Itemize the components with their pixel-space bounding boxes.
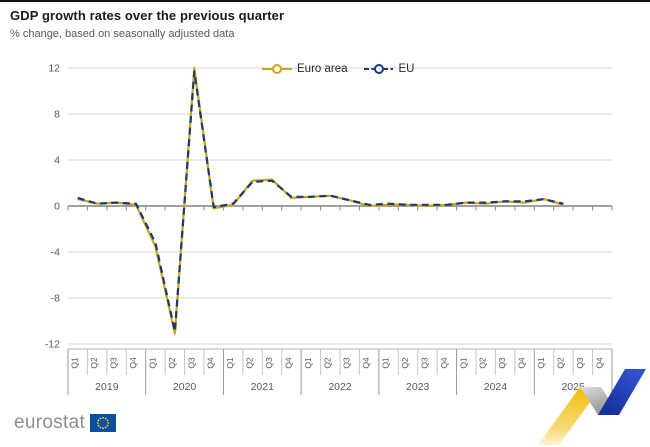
legend-item-eu[interactable]: EU bbox=[363, 63, 415, 75]
quarter-tick-label: Q4 bbox=[594, 357, 604, 369]
y-tick-label: -8 bbox=[51, 293, 60, 305]
quarter-labels: Q1 Q2 Q3 Q4 Q1 Q2 Q3 Q4 Q1 Q2 Q3 Q4 Q1 Q2 Q3 Q4 Q1 Q2 Q3 Q4… bbox=[70, 357, 605, 369]
quarter-tick-label: Q4 bbox=[283, 357, 293, 369]
y-axis-labels: 12 8 4 0 -4 -8 -12 bbox=[45, 63, 60, 351]
eu-marker-icon bbox=[363, 64, 393, 74]
series-line-euro-area bbox=[77, 66, 564, 335]
legend-label-eu: EU bbox=[398, 63, 415, 75]
year-label: 2023 bbox=[406, 381, 430, 393]
eurostat-logo: eurostat bbox=[14, 412, 117, 434]
quarter-tick-label: Q1 bbox=[381, 357, 391, 369]
quarter-tick-label: Q4 bbox=[439, 357, 449, 369]
gridlines bbox=[68, 67, 612, 345]
euro-area-marker-icon bbox=[262, 64, 292, 74]
quarter-tick-label: Q2 bbox=[555, 357, 565, 369]
quarter-tick-label: Q1 bbox=[70, 357, 80, 369]
quarter-tick-label: Q3 bbox=[264, 357, 274, 369]
eurostat-logo-text: eurostat bbox=[14, 412, 86, 433]
legend-item-euro-area[interactable]: Euro area bbox=[262, 63, 348, 75]
quarter-tick-label: Q2 bbox=[89, 357, 99, 369]
page-title: GDP growth rates over the previous quart… bbox=[10, 8, 285, 23]
quarter-tick-label: Q4 bbox=[517, 357, 527, 369]
quarter-tick-label: Q2 bbox=[322, 357, 332, 369]
quarter-tick-label: Q4 bbox=[206, 357, 216, 369]
quarter-tick-label: Q3 bbox=[186, 357, 196, 369]
year-label: 2020 bbox=[173, 381, 197, 393]
series-line-eu bbox=[77, 70, 564, 333]
quarter-tick-label: Q1 bbox=[458, 357, 468, 369]
year-label: 2021 bbox=[251, 381, 275, 393]
eu-flag-icon bbox=[90, 414, 117, 432]
ribbon-yellow-band bbox=[538, 387, 601, 445]
year-label: 2019 bbox=[95, 381, 119, 393]
quarter-tick-label: Q2 bbox=[478, 357, 488, 369]
year-label: 2022 bbox=[328, 381, 352, 393]
y-tick-label: 0 bbox=[54, 201, 60, 213]
x-axis-band bbox=[67, 348, 613, 395]
quarter-tick-label: Q1 bbox=[225, 357, 235, 369]
quarter-tick-label: Q3 bbox=[109, 357, 119, 369]
eurostat-ribbon-graphic bbox=[538, 369, 646, 445]
quarter-tick-label: Q2 bbox=[167, 357, 177, 369]
y-tick-label: 4 bbox=[54, 155, 60, 167]
quarter-tick-label: Q1 bbox=[303, 357, 313, 369]
quarter-tick-label: Q2 bbox=[245, 357, 255, 369]
quarter-tick-label: Q2 bbox=[400, 357, 410, 369]
y-tick-label: 12 bbox=[48, 63, 60, 75]
quarter-tick-label: Q3 bbox=[575, 357, 585, 369]
quarter-tick-label: Q3 bbox=[342, 357, 352, 369]
quarter-tick-label: Q1 bbox=[536, 357, 546, 369]
year-labels: 2019 2020 2021 2022 2023 2024 2025 bbox=[95, 381, 585, 393]
ribbon-blue-band bbox=[598, 369, 646, 415]
y-tick-label: 8 bbox=[54, 109, 60, 121]
year-label: 2024 bbox=[484, 381, 508, 393]
quarter-tick-label: Q3 bbox=[419, 357, 429, 369]
y-tick-label: -12 bbox=[45, 339, 60, 351]
quarter-tick-label: Q4 bbox=[361, 357, 371, 369]
legend-label-euro-area: Euro area bbox=[297, 63, 348, 75]
quarter-tick-label: Q3 bbox=[497, 357, 507, 369]
quarter-tick-label: Q1 bbox=[147, 357, 157, 369]
page-subtitle: % change, based on seasonally adjusted d… bbox=[10, 28, 235, 40]
quarter-tick-label: Q4 bbox=[128, 357, 138, 369]
y-tick-label: -4 bbox=[51, 247, 60, 259]
chart-legend: Euro area EU bbox=[262, 63, 415, 75]
